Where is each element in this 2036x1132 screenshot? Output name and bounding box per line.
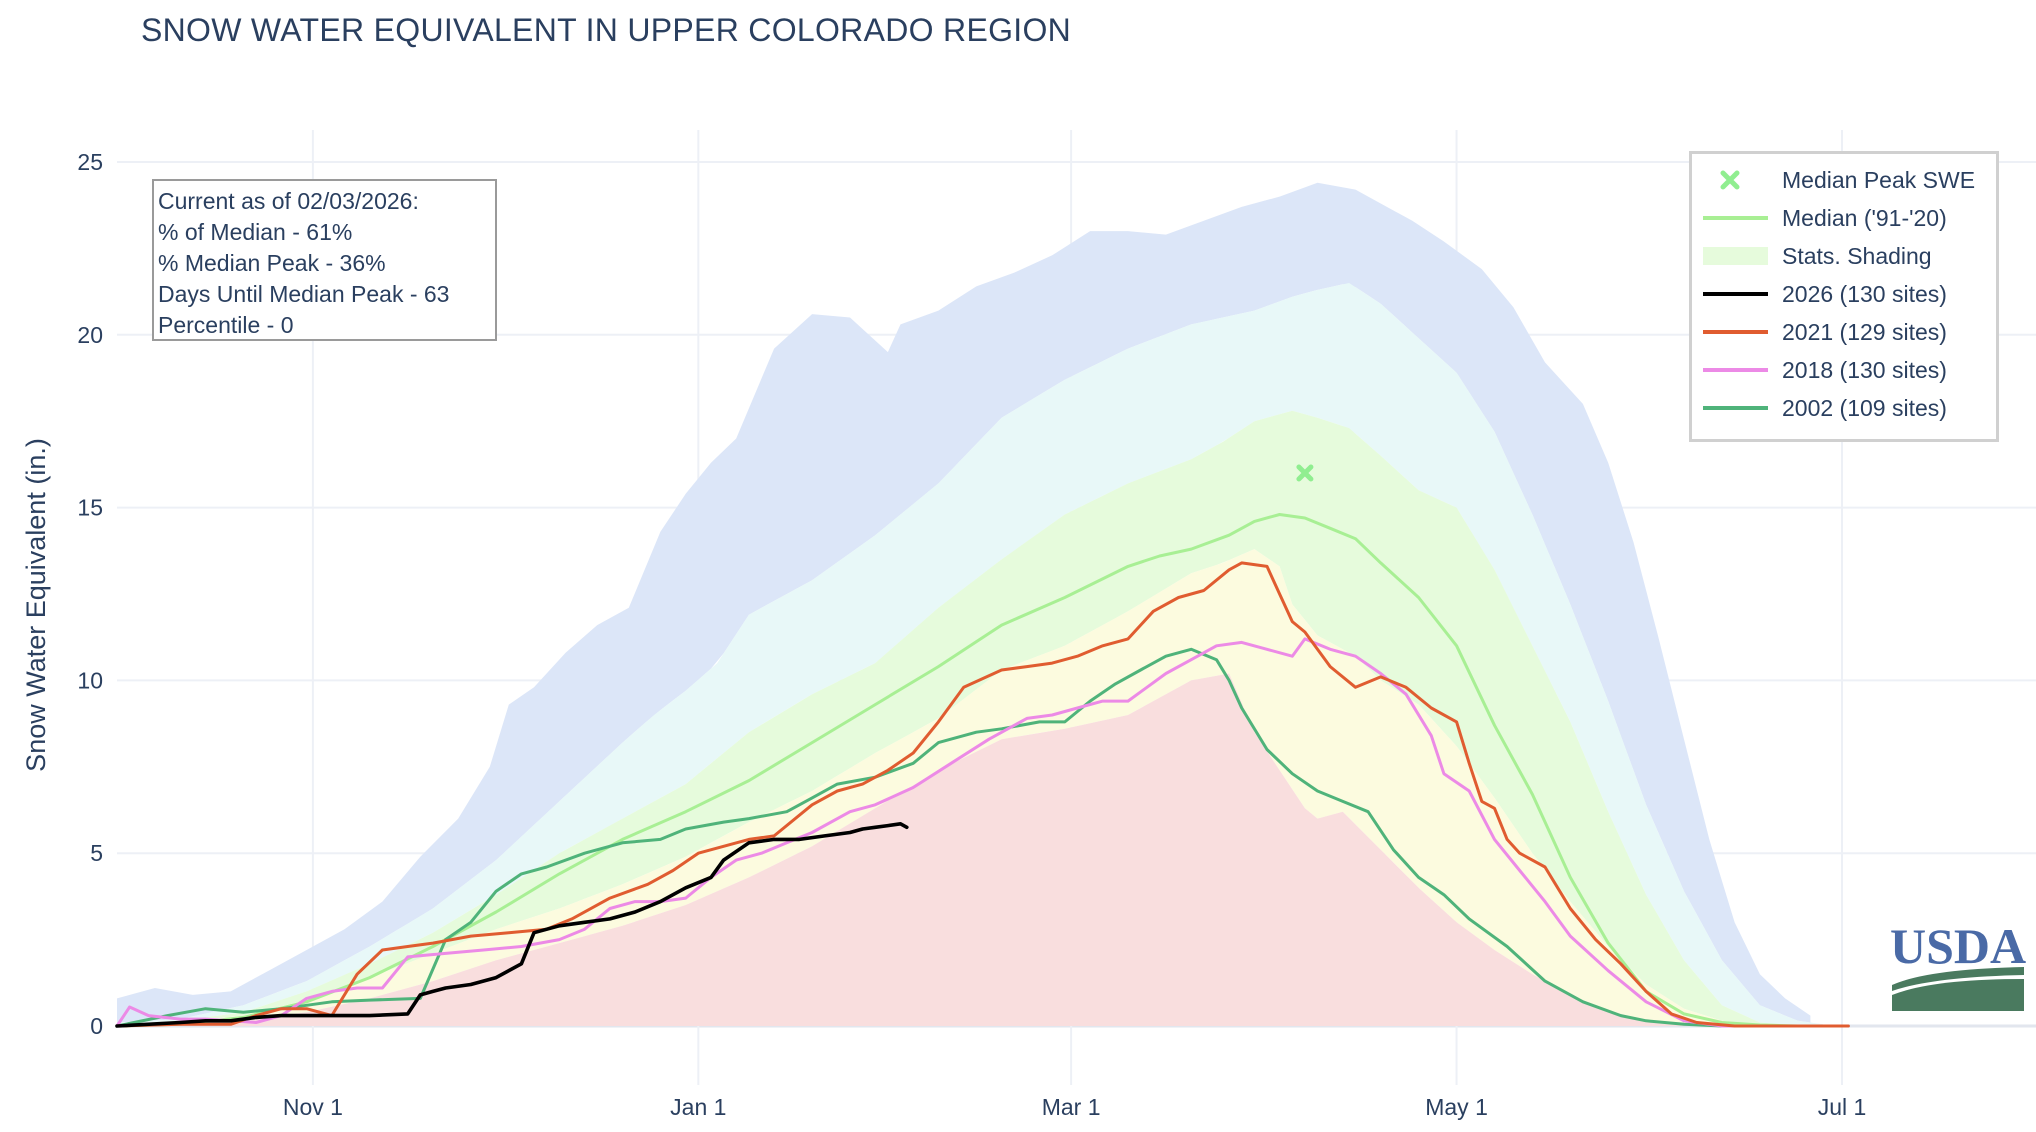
- line-swatch-icon: [1703, 216, 1768, 220]
- x-marker-icon: [1720, 170, 1740, 190]
- stat-bands: [117, 182, 1823, 1026]
- x-tick-label: Mar 1: [1042, 1094, 1101, 1120]
- legend-label: 2021 (129 sites): [1782, 319, 1947, 345]
- x-tick-label: Nov 1: [283, 1094, 343, 1120]
- line-swatch-icon: [1703, 292, 1768, 296]
- x-tick-label: Jan 1: [670, 1094, 726, 1120]
- stat-band-p70: [117, 410, 1798, 1026]
- current-status-box: Current as of 02/03/2026: % of Median - …: [152, 179, 497, 341]
- series-line-2026: [115, 822, 909, 1028]
- y-tick-label: 5: [90, 840, 103, 866]
- legend-item-2021[interactable]: 2021 (129 sites): [1700, 317, 1995, 347]
- y-axis-label: Snow Water Equivalent (in.): [21, 438, 51, 772]
- line-swatch-icon: [1703, 330, 1768, 334]
- legend-item-2002[interactable]: 2002 (109 sites): [1700, 393, 1995, 423]
- status-line-pct-median: % of Median - 61%: [158, 219, 353, 245]
- stat-band-p50: [117, 549, 1760, 1026]
- status-line-percentile: Percentile - 0: [158, 312, 294, 338]
- y-tick-label: 20: [77, 322, 103, 348]
- legend: Median Peak SWE Median ('91-'20) Stats. …: [1689, 151, 1999, 442]
- median-peak-x: [1296, 464, 1314, 482]
- series-line-2018: [115, 637, 1850, 1028]
- status-line-current: Current as of 02/03/2026:: [158, 188, 419, 214]
- legend-item-2018[interactable]: 2018 (130 sites): [1700, 355, 1995, 385]
- usda-logo-text: USDA: [1890, 918, 2026, 974]
- median-peak-marker: [1296, 464, 1314, 482]
- x-tick-label: Jul 1: [1818, 1094, 1867, 1120]
- y-tick-label: 25: [77, 149, 103, 175]
- legend-item-median[interactable]: Median ('91-'20): [1700, 203, 1995, 233]
- legend-label: Stats. Shading: [1782, 243, 1932, 269]
- line-swatch-icon: [1703, 368, 1768, 372]
- chart-title: SNOW WATER EQUIVALENT IN UPPER COLORADO …: [141, 12, 1072, 48]
- axes: 0 5 10 15 20 25 Nov 1 Jan 1 Mar 1 May 1 Jul 1: [77, 149, 1866, 1120]
- legend-item-2026[interactable]: 2026 (130 sites): [1700, 279, 1995, 309]
- y-tick-label: 0: [90, 1013, 103, 1039]
- y-tick-label: 10: [77, 667, 103, 693]
- legend-label: Median ('91-'20): [1782, 205, 1947, 231]
- stat-band-min: [117, 673, 1722, 1026]
- line-swatch-icon: [1703, 406, 1768, 410]
- legend-label: 2026 (130 sites): [1782, 281, 1947, 307]
- legend-label: Median Peak SWE: [1782, 167, 1976, 193]
- status-line-days-until-peak: Days Until Median Peak - 63: [158, 281, 450, 307]
- x-tick-label: May 1: [1425, 1094, 1488, 1120]
- legend-label: 2018 (130 sites): [1782, 357, 1947, 383]
- status-line-pct-peak: % Median Peak - 36%: [158, 250, 386, 276]
- legend-item-median-peak[interactable]: Median Peak SWE: [1700, 165, 1995, 195]
- y-tick-label: 15: [77, 495, 103, 521]
- usda-logo: USDA: [1890, 918, 2026, 1011]
- markers: [1296, 464, 1314, 482]
- stat-band-p90: [117, 283, 1823, 1026]
- legend-item-stats-shading[interactable]: Stats. Shading: [1700, 241, 1995, 271]
- band-swatch-icon: [1703, 247, 1768, 265]
- series-line-2021: [115, 561, 1850, 1028]
- legend-label: 2002 (109 sites): [1782, 395, 1947, 421]
- series-lines: [115, 513, 1850, 1028]
- stat-band-max: [117, 182, 1811, 1023]
- series-line-median: [115, 513, 1850, 1028]
